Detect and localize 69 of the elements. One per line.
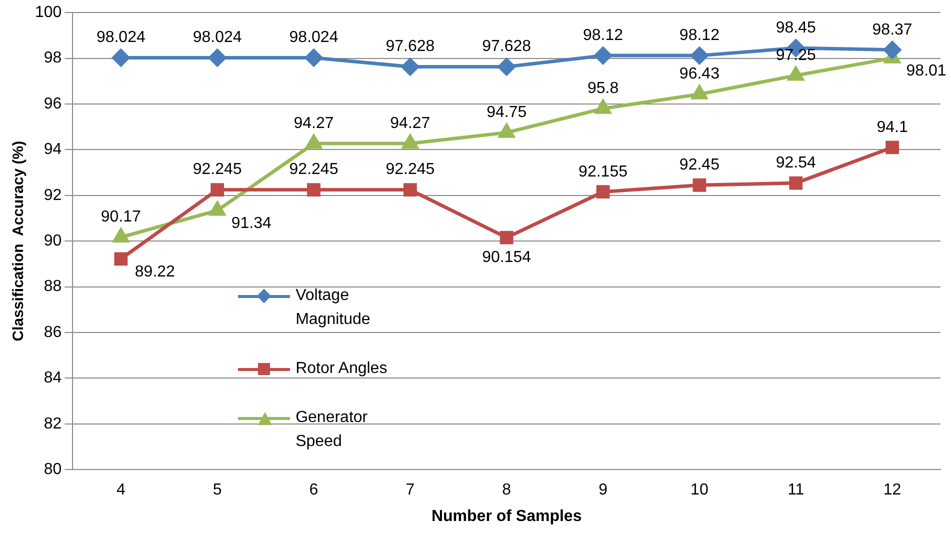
y-tick-label: 96 — [44, 95, 62, 112]
data-label: 98.12 — [679, 26, 720, 44]
x-tick-label: 10 — [690, 482, 708, 499]
y-tick-label: 82 — [44, 415, 62, 432]
x-tick-label: 8 — [502, 482, 512, 499]
point — [886, 140, 899, 154]
x-tick-label: 7 — [406, 482, 415, 499]
data-label: 97.25 — [776, 46, 816, 64]
legend-label: Rotor Angles — [296, 358, 388, 379]
data-label: 91.34 — [231, 214, 272, 232]
x-tick-label: 6 — [309, 482, 318, 499]
data-label: 96.43 — [679, 66, 720, 83]
point — [114, 252, 128, 266]
data-label: 94.1 — [876, 118, 908, 136]
y-tick-label: 86 — [44, 324, 62, 341]
data-label: 95.8 — [587, 80, 619, 97]
point — [596, 185, 610, 199]
x-tick-label: 12 — [883, 482, 902, 499]
data-label: 92.45 — [679, 156, 720, 174]
y-tick-label: 88 — [44, 278, 62, 296]
data-label: 94.27 — [294, 114, 334, 132]
data-label: 98.37 — [872, 21, 912, 38]
point — [305, 49, 322, 66]
data-label: 98.024 — [289, 29, 338, 46]
point — [789, 176, 803, 190]
data-label: 92.155 — [578, 163, 628, 180]
data-label: 98.45 — [776, 19, 816, 36]
data-label: 94.27 — [390, 114, 430, 132]
point — [500, 230, 514, 244]
point — [594, 46, 612, 64]
data-label: 92.245 — [386, 161, 435, 178]
y-tick-label: 80 — [44, 461, 62, 478]
data-label: 92.245 — [192, 161, 242, 178]
data-label: 94.75 — [486, 104, 527, 121]
legend-label: Voltage Magnitude — [296, 286, 372, 330]
point — [401, 58, 419, 76]
data-label: 90.154 — [482, 248, 532, 266]
point — [307, 183, 320, 196]
data-label: 98.12 — [582, 26, 624, 44]
data-label: 92.54 — [776, 154, 816, 172]
point — [692, 178, 706, 192]
data-label: 98.024 — [192, 29, 242, 46]
point — [403, 183, 417, 196]
data-label: 98.01 — [906, 62, 946, 80]
data-label: 97.628 — [386, 38, 435, 56]
data-label: 97.628 — [482, 38, 532, 56]
data-label: 92.245 — [289, 161, 338, 178]
y-tick-label: 100 — [34, 4, 62, 22]
y-axis-title: Classification Accuracy (%) — [10, 140, 28, 342]
y-tick-label: 90 — [44, 232, 62, 250]
x-tick-label: 9 — [598, 482, 608, 499]
point — [112, 49, 130, 66]
data-label: 90.17 — [100, 208, 142, 226]
data-label: 89.22 — [134, 263, 176, 280]
y-tick-label: 98 — [44, 50, 62, 67]
data-label: 98.024 — [96, 29, 146, 46]
point — [884, 41, 902, 59]
y-tick-label: 94 — [44, 141, 62, 158]
point — [690, 46, 708, 64]
x-tick-label: 4 — [116, 482, 126, 499]
point — [208, 49, 226, 66]
x-tick-label: 11 — [788, 482, 804, 499]
point — [210, 183, 224, 196]
x-tick-label: 5 — [212, 482, 222, 499]
y-tick-label: 84 — [44, 370, 62, 387]
point — [498, 58, 516, 76]
y-tick-label: 92 — [44, 186, 62, 204]
x-axis-title: Number of Samples — [431, 508, 582, 525]
legend-label: Generator Speed — [296, 408, 369, 452]
